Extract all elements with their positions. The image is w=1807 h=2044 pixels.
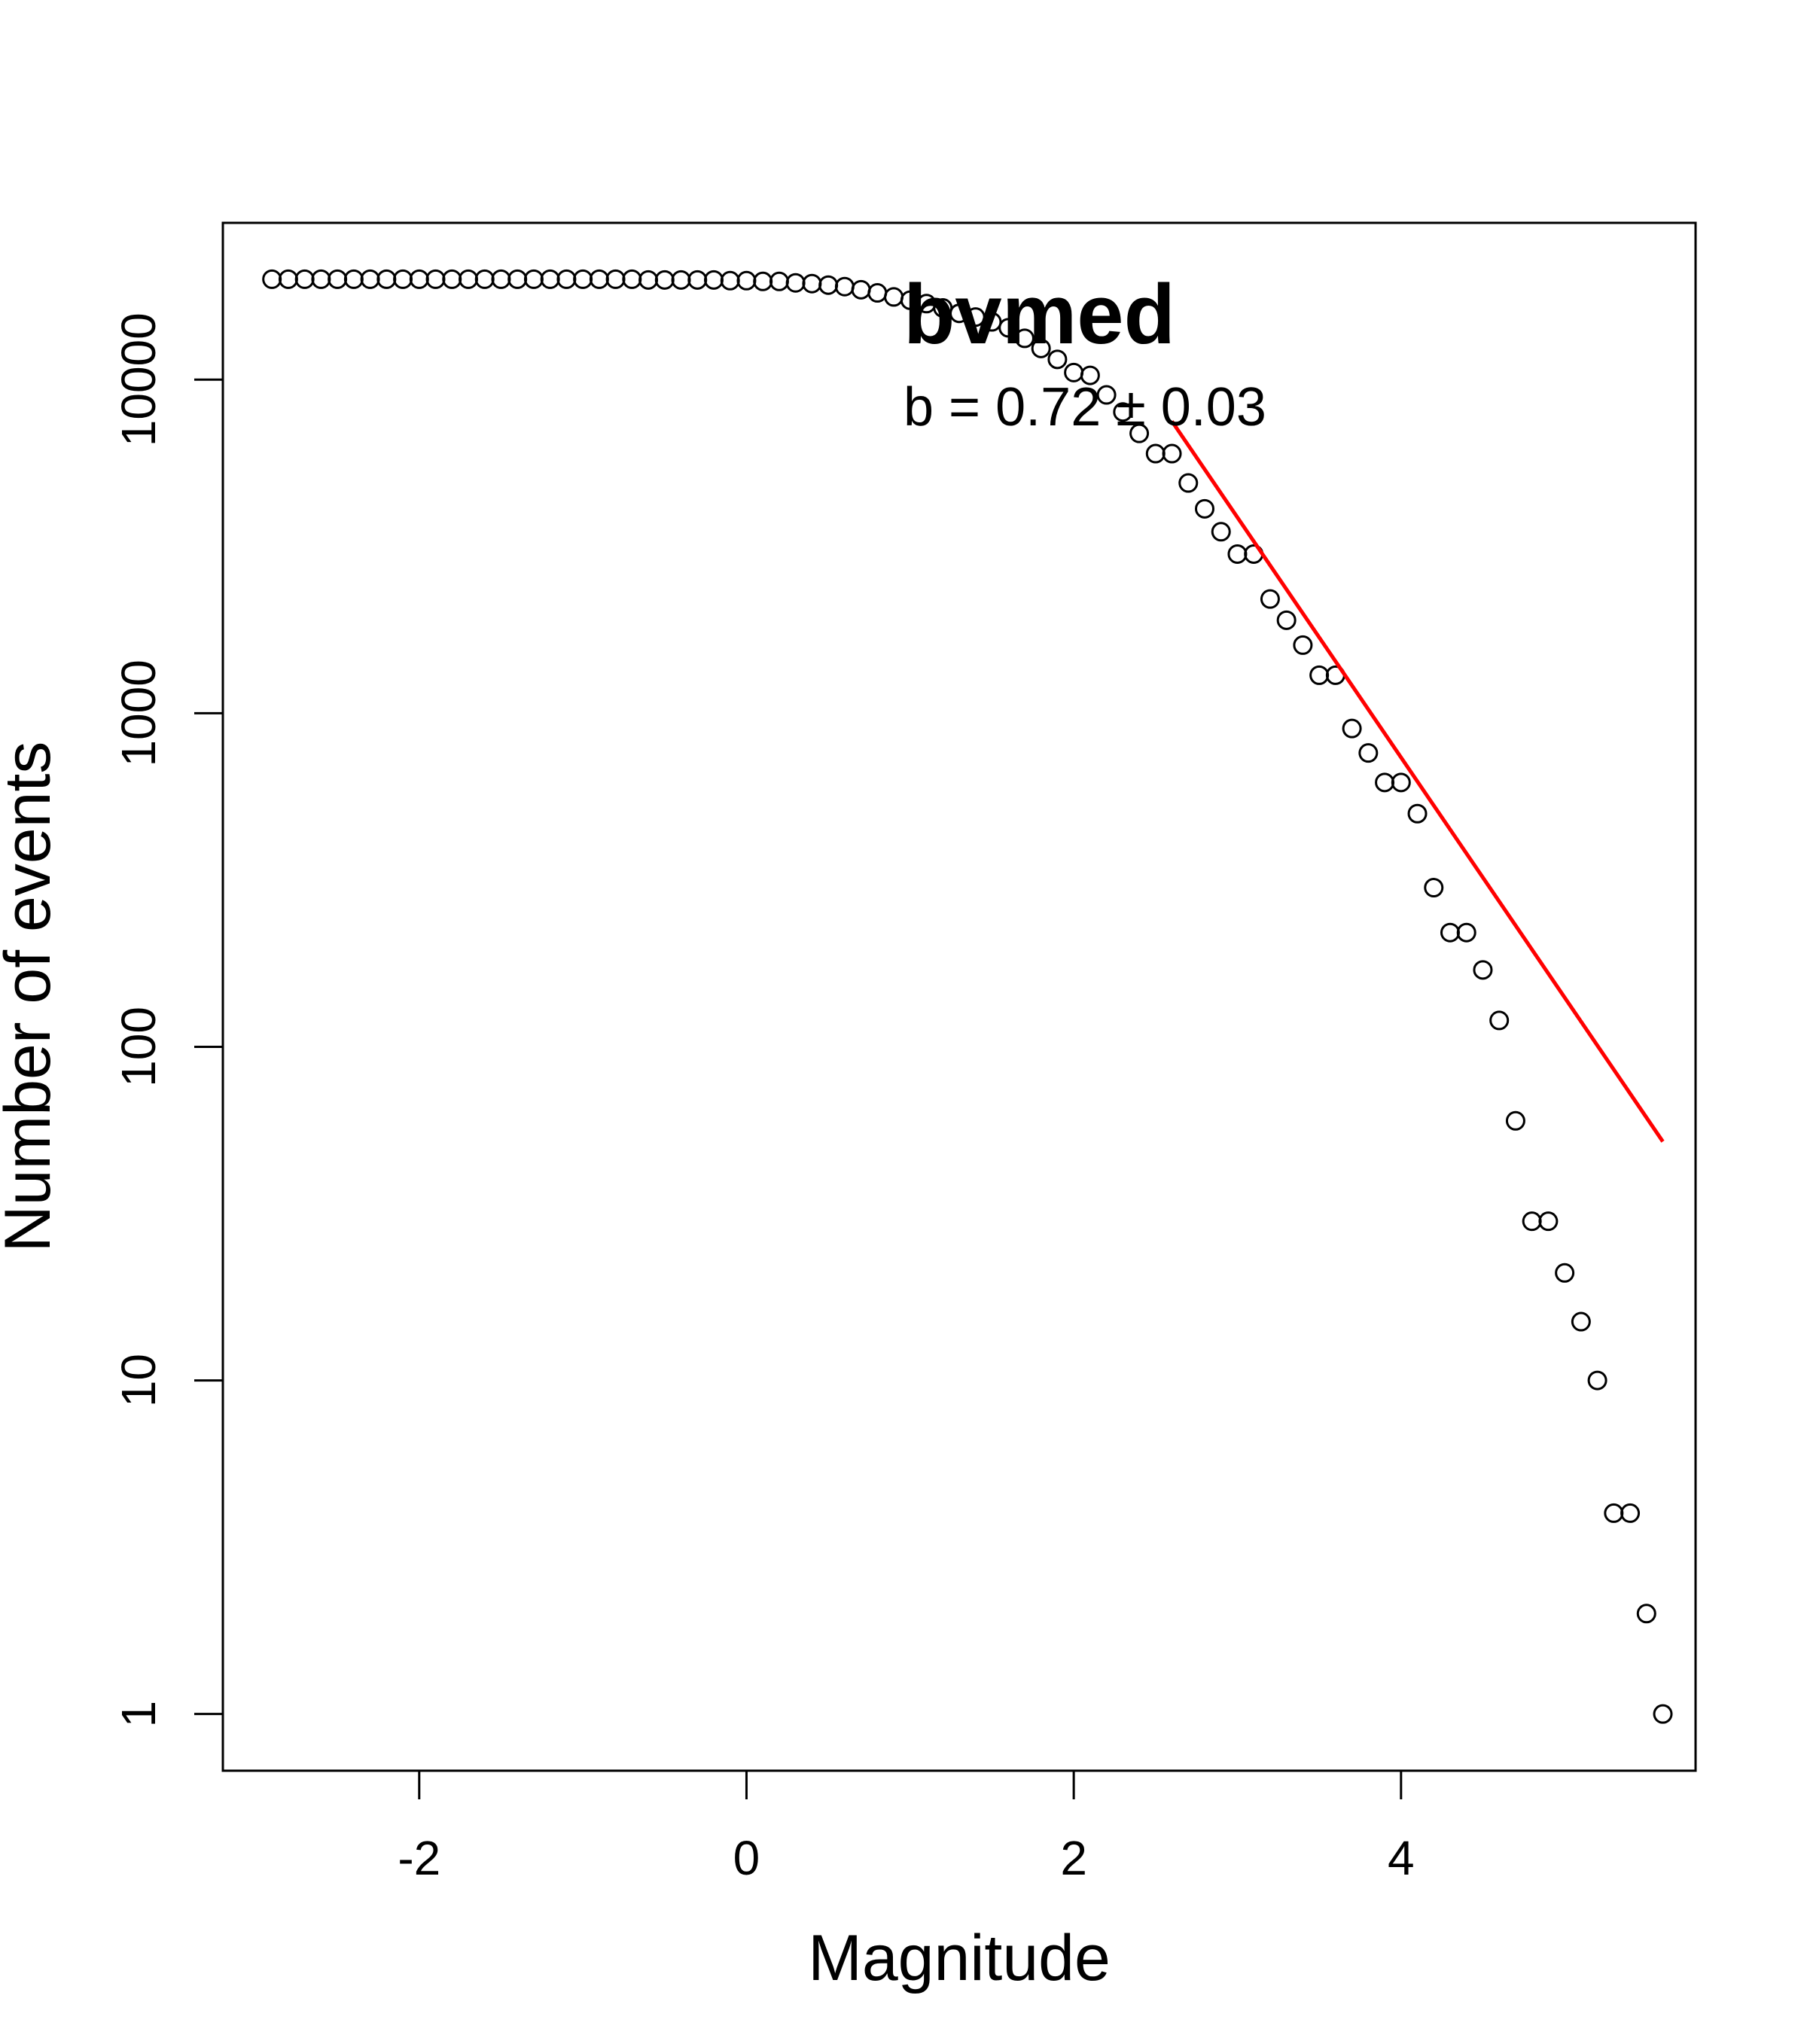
data-point <box>1211 522 1231 542</box>
x-tick-label: 4 <box>1388 1831 1415 1885</box>
data-point <box>1653 1704 1673 1724</box>
data-point <box>507 269 528 289</box>
data-point <box>393 269 413 289</box>
data-point <box>589 269 609 289</box>
data-point <box>1522 1211 1542 1232</box>
y-axis: 1 10 100 1000 10000 <box>111 312 224 1728</box>
chart-title: bvmed <box>904 267 1175 361</box>
data-point <box>278 269 298 289</box>
data-point <box>605 269 626 289</box>
data-point <box>998 318 1019 338</box>
data-point <box>442 269 462 289</box>
x-tick-label: -2 <box>398 1831 440 1885</box>
data-point <box>818 275 839 295</box>
data-point <box>1162 443 1182 464</box>
y-tick-label: 1000 <box>111 660 166 766</box>
data-point <box>1375 772 1395 793</box>
data-point <box>343 269 364 289</box>
data-point <box>1604 1503 1624 1523</box>
data-point <box>459 269 478 289</box>
data-point <box>556 269 577 289</box>
data-point <box>704 270 724 290</box>
data-point <box>867 283 888 303</box>
data-point <box>622 269 642 289</box>
data-point <box>1538 1211 1559 1232</box>
data-point <box>311 269 331 289</box>
y-tick-label: 10 <box>111 1354 166 1407</box>
data-point <box>1080 365 1100 385</box>
data-point <box>654 270 675 290</box>
data-point <box>1505 1110 1525 1131</box>
data-point <box>1489 1010 1510 1031</box>
data-point <box>1620 1503 1641 1523</box>
y-tick-label: 100 <box>111 1007 166 1087</box>
plot-frame <box>221 221 1697 1772</box>
data-point <box>1276 610 1297 630</box>
data-point <box>1473 960 1493 980</box>
data-point <box>1113 402 1133 422</box>
data-point <box>671 270 691 290</box>
data-point <box>1456 922 1476 943</box>
data-point <box>474 269 495 289</box>
data-point <box>328 269 348 289</box>
data-point <box>523 269 544 289</box>
data-point <box>1424 878 1444 898</box>
data-point <box>1571 1311 1591 1332</box>
x-tick-label: 2 <box>1060 1831 1087 1885</box>
data-point <box>1129 423 1150 443</box>
data-point <box>1195 498 1214 519</box>
data-point <box>540 269 560 289</box>
data-point <box>785 273 806 293</box>
data-point <box>720 270 740 291</box>
b-value-annotation: b = 0.72 ± 0.03 <box>904 377 1266 437</box>
data-point <box>360 269 380 289</box>
data-point <box>1145 443 1166 464</box>
data-point <box>1587 1370 1607 1391</box>
data-point <box>1047 349 1068 370</box>
data-point <box>409 269 429 289</box>
data-point <box>491 269 511 289</box>
x-tick-label: 0 <box>733 1831 760 1885</box>
x-axis: -2 0 2 4 <box>398 1769 1415 1885</box>
data-point <box>753 271 773 291</box>
data-point <box>687 270 708 290</box>
data-point <box>1342 718 1362 739</box>
data-point <box>834 276 855 297</box>
data-point <box>425 269 446 289</box>
data-points <box>262 269 1673 1724</box>
data-point <box>802 273 822 294</box>
data-point <box>1309 665 1330 685</box>
x-axis-title: Magnitude <box>808 1922 1111 1994</box>
data-point <box>1227 544 1248 564</box>
data-point <box>769 271 789 291</box>
data-point <box>1636 1604 1656 1624</box>
y-tick-label: 10000 <box>111 312 166 446</box>
data-point <box>1555 1263 1575 1283</box>
data-point <box>884 287 904 307</box>
data-point <box>294 269 315 289</box>
data-point <box>1391 772 1411 793</box>
data-point <box>573 269 593 289</box>
data-point <box>851 279 871 300</box>
y-axis-title: Number of events <box>0 742 64 1253</box>
data-point <box>1407 803 1428 824</box>
data-point <box>1096 385 1117 405</box>
data-point <box>1014 328 1035 349</box>
data-point <box>638 270 659 290</box>
y-tick-label: 1 <box>111 1701 166 1728</box>
fit-line <box>1170 420 1665 1143</box>
data-point <box>1031 338 1051 358</box>
data-point <box>376 269 397 289</box>
data-point <box>1440 922 1460 943</box>
data-point <box>736 270 757 291</box>
data-point <box>1358 743 1379 763</box>
data-point <box>1260 589 1280 609</box>
data-point <box>1293 635 1313 655</box>
data-point <box>262 269 282 289</box>
data-point <box>1178 473 1199 493</box>
